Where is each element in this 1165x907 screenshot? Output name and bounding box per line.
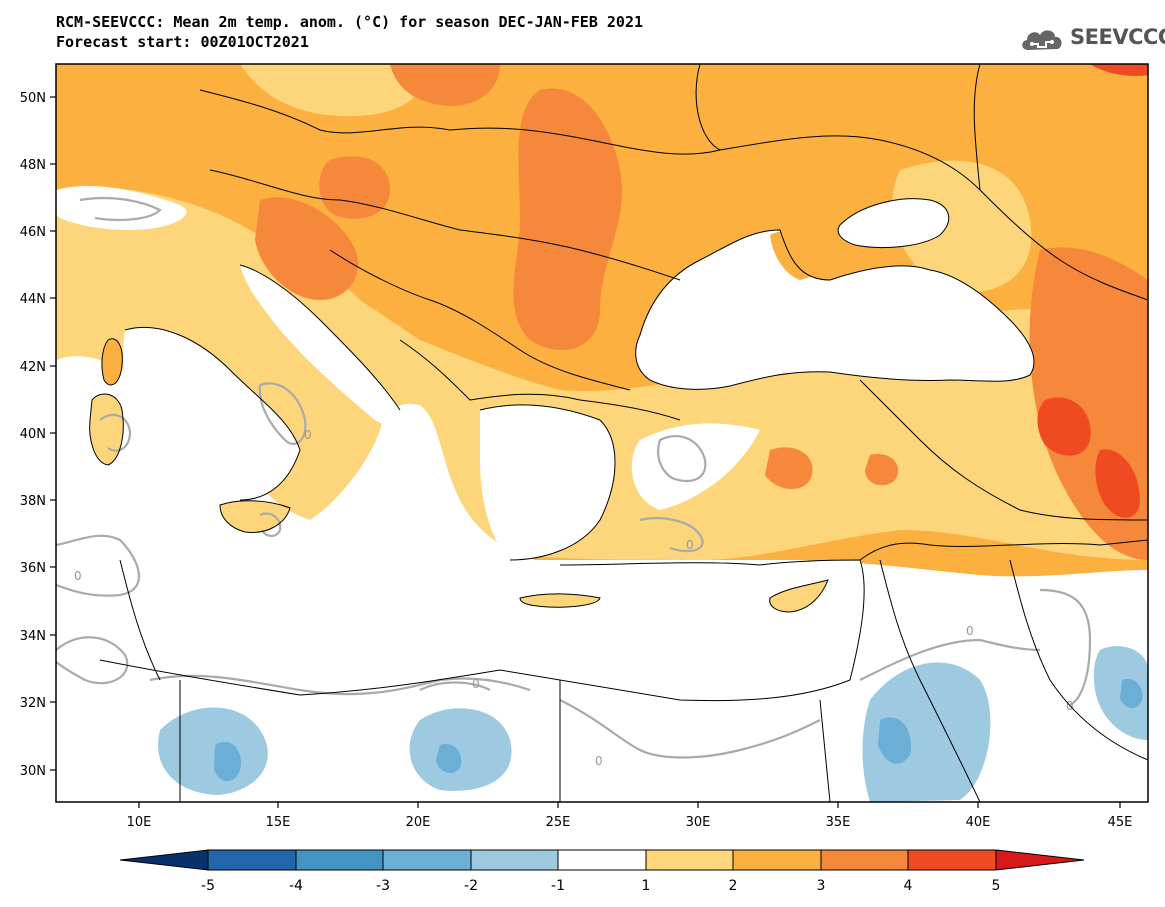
seevccc-logo: SEEVCCC <box>1018 22 1165 56</box>
lat-tick-label: 50N <box>20 91 46 106</box>
lat-tick-label: 32N <box>20 696 46 711</box>
lat-tick-label: 34N <box>20 629 46 644</box>
colorbar-segment <box>645 849 734 871</box>
warm-area-low-italy <box>240 64 423 117</box>
warm-area-high-balkan <box>255 197 359 300</box>
warm-area-high-austria <box>319 156 390 219</box>
colorbar-label: 2 <box>729 878 738 894</box>
contour-label: 0 <box>595 754 603 768</box>
latitude-axis: 50N 48N 46N 44N 42N 40N 38N 36N 34N 32N … <box>20 91 56 779</box>
contour-label: 0 <box>472 677 480 691</box>
colorbar-label: 4 <box>904 878 913 894</box>
contour-label: 0 <box>74 569 82 583</box>
warm-area-very-high-caucasus <box>1037 397 1140 518</box>
black-sea <box>635 230 1034 390</box>
title-line-2: Forecast start: 00Z01OCT2021 <box>56 33 309 51</box>
longitude-axis: 10E 15E 20E 25E 30E 35E 40E 45E <box>127 802 1133 830</box>
colorbar-high-triangle <box>995 849 1085 871</box>
crimea <box>770 229 836 280</box>
sicily <box>220 500 290 533</box>
colorbar-segment <box>470 849 559 871</box>
colorbar: -5 -4 -3 -2 -1 1 2 3 4 5 <box>119 849 1085 894</box>
lat-tick-label: 36N <box>20 561 46 576</box>
colorbar-label: -4 <box>289 878 303 894</box>
mediterranean-sea <box>56 356 865 700</box>
colorbar-segment <box>295 849 384 871</box>
colorbar-low-triangle <box>119 849 209 871</box>
warm-area-high-turkey <box>765 447 899 490</box>
lat-tick-label: 46N <box>20 225 46 240</box>
lon-tick-label: 20E <box>406 815 431 830</box>
cold-area-light-libya <box>158 707 268 795</box>
tyrrhenian-sea <box>123 327 300 500</box>
colorbar-label: 5 <box>992 878 1001 894</box>
colorbar-segment <box>382 849 472 871</box>
logo-text: SEEVCCC <box>1070 25 1165 49</box>
contour-label: 0 <box>304 428 312 442</box>
colorbar-label: -2 <box>464 878 478 894</box>
cyprus <box>769 580 828 612</box>
lon-tick-label: 35E <box>826 815 851 830</box>
lat-tick-label: 40N <box>20 427 46 442</box>
map-title: RCM-SEEVCCC: Mean 2m temp. anom. (°C) fo… <box>56 12 643 52</box>
lon-tick-label: 45E <box>1108 815 1133 830</box>
warm-area-high-romania <box>513 88 623 350</box>
colorbar-segment <box>907 849 997 871</box>
warm-area-high-ukraine <box>390 64 500 106</box>
lat-tick-label: 42N <box>20 360 46 375</box>
lat-tick-label: 44N <box>20 292 46 307</box>
colorbar-label: -5 <box>201 878 215 894</box>
zero-contours <box>56 196 1092 759</box>
colorbar-label: 1 <box>642 878 651 894</box>
colorbar-label: -1 <box>551 878 565 894</box>
contour-label: 0 <box>966 624 974 638</box>
map-field: 0 0 0 0 0 0 0 <box>56 64 1148 802</box>
title-line-1: RCM-SEEVCCC: Mean 2m temp. anom. (°C) fo… <box>56 13 643 31</box>
lon-tick-label: 40E <box>966 815 991 830</box>
corsica <box>101 338 123 385</box>
lat-tick-label: 48N <box>20 158 46 173</box>
warm-area-very-high-ne <box>1090 64 1148 76</box>
lat-tick-label: 38N <box>20 494 46 509</box>
cloud-icon <box>1022 30 1062 50</box>
cold-area-light-egypt <box>409 708 512 791</box>
adriatic-sea <box>240 265 401 426</box>
sardinia <box>89 394 124 465</box>
colorbar-segment <box>207 849 297 871</box>
crete <box>520 593 600 608</box>
neutral-area-alps <box>56 185 187 230</box>
lon-tick-label: 15E <box>266 815 291 830</box>
colorbar-segment <box>732 849 822 871</box>
borders <box>89 64 1148 802</box>
colorbar-segment <box>557 849 647 871</box>
neutral-area-anatolia <box>631 423 760 510</box>
cold-area-mid <box>214 678 1143 782</box>
lon-tick-label: 10E <box>127 815 152 830</box>
aegean-sea <box>480 404 615 560</box>
contour-label: 0 <box>686 538 694 552</box>
colorbar-label: -3 <box>376 878 390 894</box>
lon-tick-label: 30E <box>686 815 711 830</box>
warm-area-low-north <box>892 160 1032 293</box>
lon-tick-label: 25E <box>546 815 571 830</box>
colorbar-segment <box>820 849 909 871</box>
lat-tick-label: 30N <box>20 764 46 779</box>
azov-sea <box>838 198 949 248</box>
cold-area-light-saudi <box>862 662 991 802</box>
colorbar-label: 3 <box>817 878 826 894</box>
